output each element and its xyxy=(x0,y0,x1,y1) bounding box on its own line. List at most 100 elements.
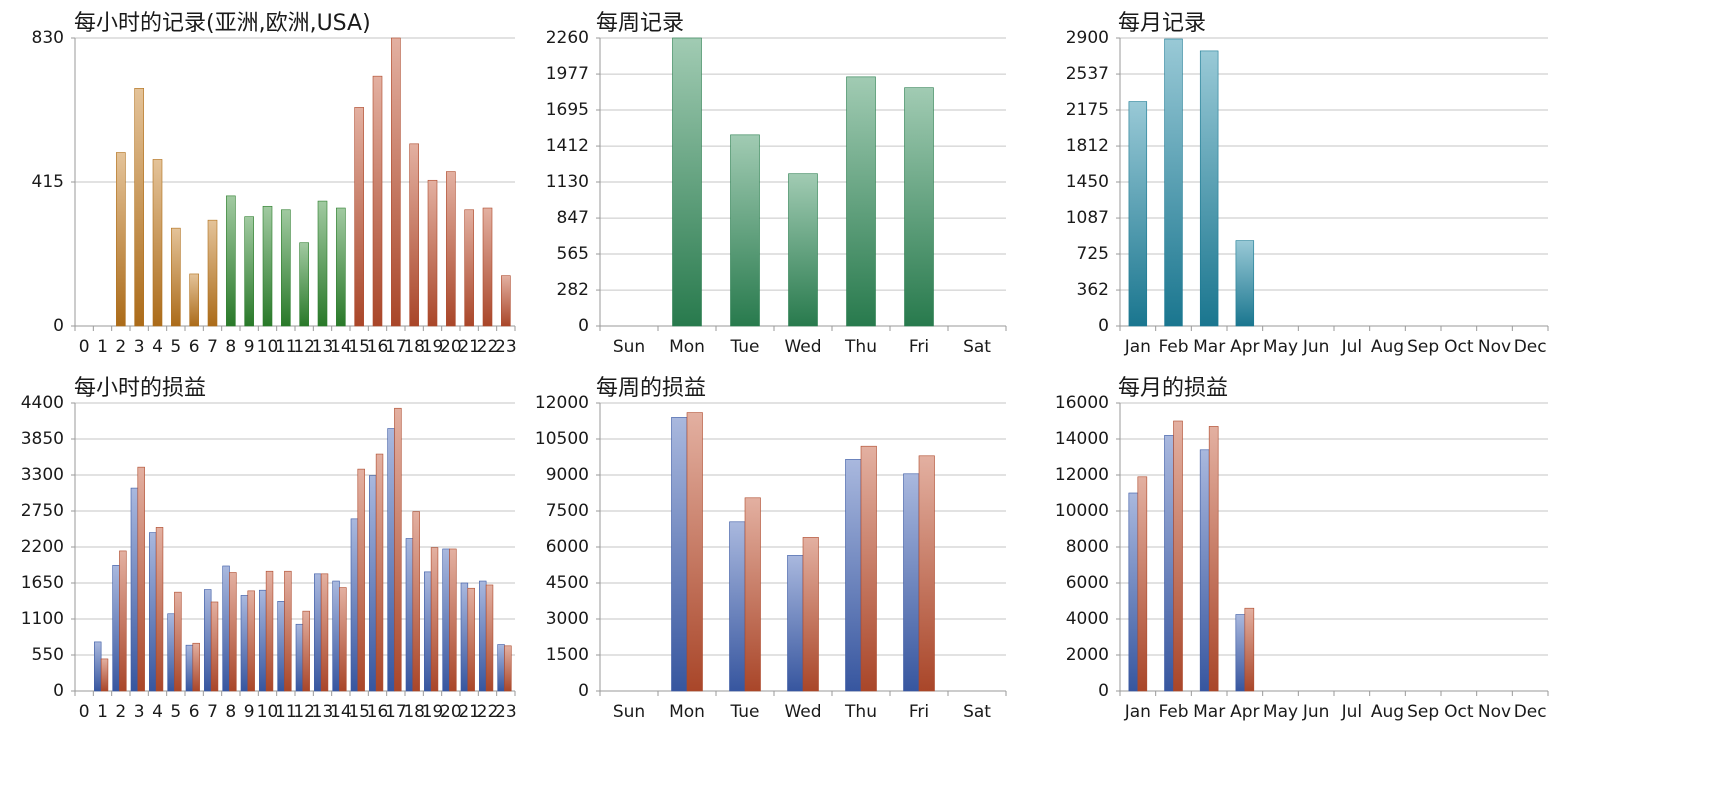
x-tick-label: 13 xyxy=(312,702,334,722)
x-tick-label: Aug xyxy=(1371,702,1404,722)
x-tick-label: 10 xyxy=(257,337,279,357)
bar-Mon-series-2 xyxy=(686,412,703,692)
y-tick-label: 3000 xyxy=(546,609,589,629)
y-tick-label: 0 xyxy=(578,316,589,336)
x-tick-label: Jun xyxy=(1302,337,1330,357)
bar-7-series-1 xyxy=(204,589,212,692)
chart-panel-3: 每月记录 0 362 725 1087 1450 1812 2175 2537 2900 Jan Fe… xyxy=(1066,11,1549,357)
bar-16 xyxy=(372,75,383,327)
x-tick-label: 21 xyxy=(458,702,480,722)
x-tick-label: 23 xyxy=(495,702,517,722)
bar-16-series-2 xyxy=(375,453,384,692)
y-tick-label: 1500 xyxy=(546,645,589,665)
x-tick-label: 9 xyxy=(244,337,255,357)
y-tick-label: 8000 xyxy=(1066,537,1109,557)
bar-22 xyxy=(482,207,493,327)
x-tick-label: May xyxy=(1263,702,1298,722)
bar-2 xyxy=(116,152,126,327)
bar-9-series-1 xyxy=(240,595,249,692)
y-tick-label: 1087 xyxy=(1066,208,1109,228)
x-tick-label: 4 xyxy=(152,702,163,722)
x-tick-label: 5 xyxy=(170,337,181,357)
x-tick-label: Sun xyxy=(613,337,645,357)
bar-19 xyxy=(427,179,438,327)
x-tick-label: 17 xyxy=(385,702,407,722)
bar-Fri xyxy=(904,87,934,327)
bar-19-series-2 xyxy=(430,547,439,692)
bar-11-series-2 xyxy=(284,570,292,692)
x-tick-label: Mar xyxy=(1193,337,1225,357)
bar-5-series-2 xyxy=(174,591,182,692)
y-tick-label: 14000 xyxy=(1055,429,1109,449)
bar-17-series-2 xyxy=(394,407,402,692)
y-tick-label: 1977 xyxy=(546,64,589,84)
chart-title: 每小时的损益 xyxy=(74,376,206,401)
x-tick-label: Feb xyxy=(1158,337,1188,357)
x-tick-label: 16 xyxy=(367,702,389,722)
y-tick-label: 1130 xyxy=(546,172,589,192)
bar-1-series-1 xyxy=(94,641,102,692)
y-tick-label: 10500 xyxy=(535,429,589,449)
chart-title: 每周的损益 xyxy=(596,376,706,401)
y-tick-label: 0 xyxy=(1098,681,1109,701)
bar-Feb xyxy=(1164,38,1183,327)
bar-Feb-series-2 xyxy=(1173,420,1183,692)
x-tick-label: 0 xyxy=(79,337,90,357)
x-tick-label: Mon xyxy=(669,337,705,357)
y-tick-label: 4000 xyxy=(1066,609,1109,629)
bar-7 xyxy=(207,219,218,327)
x-tick-label: Aug xyxy=(1371,337,1404,357)
bar-15-series-1 xyxy=(350,518,359,692)
x-tick-label: Jun xyxy=(1302,702,1330,722)
bar-23-series-1 xyxy=(497,644,505,692)
y-tick-label: 1695 xyxy=(546,100,589,120)
x-tick-label: 2 xyxy=(115,702,126,722)
bar-18-series-2 xyxy=(412,511,420,692)
x-tick-label: 21 xyxy=(458,337,480,357)
y-tick-label: 6000 xyxy=(1066,573,1109,593)
x-tick-label: 15 xyxy=(348,337,370,357)
y-tick-label: 2537 xyxy=(1066,64,1109,84)
bar-12 xyxy=(299,242,309,327)
bar-5-series-1 xyxy=(167,613,175,692)
bar-Mar-series-2 xyxy=(1208,426,1219,692)
y-tick-label: 2175 xyxy=(1066,100,1109,120)
bar-9 xyxy=(244,216,254,327)
x-tick-label: Jul xyxy=(1341,337,1363,357)
bar-22-series-1 xyxy=(479,580,487,692)
x-tick-label: Apr xyxy=(1230,337,1259,357)
y-tick-label: 7500 xyxy=(546,501,589,521)
y-tick-label: 12000 xyxy=(1055,465,1109,485)
bar-Tue xyxy=(730,134,760,327)
y-tick-label: 4500 xyxy=(546,573,589,593)
x-tick-label: 22 xyxy=(477,337,499,357)
x-tick-label: Mon xyxy=(669,702,705,722)
bar-13 xyxy=(317,200,328,327)
bar-20 xyxy=(446,171,456,327)
x-tick-label: Sat xyxy=(963,337,991,357)
x-tick-label: 23 xyxy=(495,337,517,357)
x-tick-label: Jan xyxy=(1124,337,1151,357)
y-tick-label: 2200 xyxy=(21,537,64,557)
y-tick-label: 2900 xyxy=(1066,28,1109,48)
x-tick-label: 4 xyxy=(152,337,163,357)
bar-7-series-2 xyxy=(210,601,219,692)
y-tick-label: 6000 xyxy=(546,537,589,557)
y-tick-label: 0 xyxy=(53,681,64,701)
bar-Wed xyxy=(788,173,818,327)
bar-Fri-series-1 xyxy=(903,473,920,692)
y-tick-label: 2750 xyxy=(21,501,64,521)
y-tick-label: 550 xyxy=(32,645,64,665)
bar-19-series-1 xyxy=(424,571,432,692)
bar-Feb-series-1 xyxy=(1164,435,1174,692)
y-tick-label: 0 xyxy=(1098,316,1109,336)
x-tick-label: 1 xyxy=(97,337,108,357)
x-tick-label: 8 xyxy=(225,337,236,357)
bar-Jan-series-1 xyxy=(1128,492,1139,692)
x-tick-label: 8 xyxy=(225,702,236,722)
chart-title: 每小时的记录(亚洲,欧洲,USA) xyxy=(74,11,371,36)
x-tick-label: Oct xyxy=(1444,702,1474,722)
x-tick-label: 0 xyxy=(79,702,90,722)
bar-Mar xyxy=(1199,50,1219,327)
bar-5 xyxy=(171,227,181,327)
